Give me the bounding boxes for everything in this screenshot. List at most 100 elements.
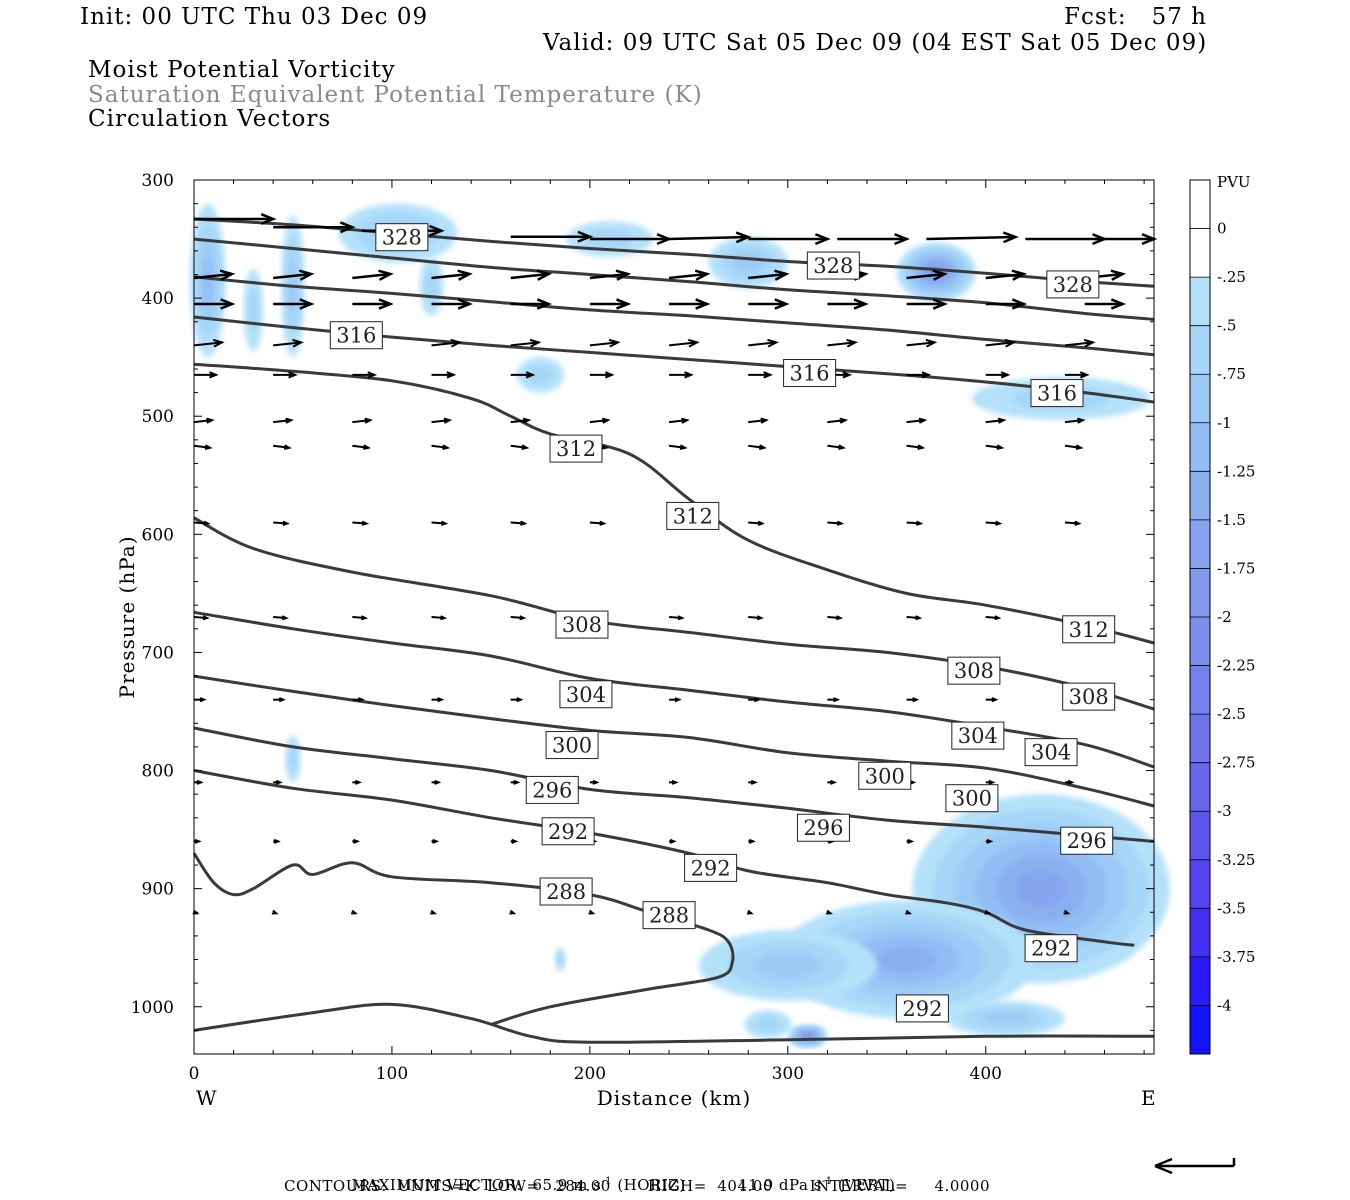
contour-label-text: 300 [865,764,905,788]
circulation-vector [669,371,694,379]
contour-label: 300 [858,761,912,790]
circulation-vector [273,838,281,844]
contour-label: 288 [642,901,696,930]
contour-label-text: 300 [552,734,592,758]
circulation-vector [1064,371,1090,379]
circulation-vector [748,520,765,526]
circulation-vector [431,417,453,424]
x-axis-east-label: E [1141,1086,1157,1110]
contour-label: 300 [945,784,999,813]
colorbar-level-label: -1.75 [1217,559,1255,577]
circulation-vector [194,371,219,379]
theta-contour-296 [193,726,1155,843]
circulation-vector [273,298,315,310]
reference-vector [1154,1157,1236,1175]
circulation-vector [748,338,779,348]
circulation-vector [906,444,926,451]
contour-label: 288 [539,877,593,906]
circulation-vector [827,615,844,621]
contour-label: 316 [1030,379,1084,408]
circulation-vector [985,838,994,844]
contour-label: 292 [684,853,738,882]
colorbar-level-label: -4 [1217,996,1232,1014]
circulation-vector [748,697,761,703]
circulation-vector [510,520,528,526]
colorbar-title: PVU [1217,173,1251,191]
contour-label: 292 [541,817,595,846]
circulation-vector [589,779,600,785]
circulation-vector [748,233,831,246]
circulation-vector [589,520,607,526]
contour-label-text: 288 [546,880,586,904]
x-tick-label: 400 [970,1064,1002,1084]
max-horiz-value: 65.9 m s [532,1176,602,1194]
circulation-vector [837,233,910,246]
contour-label: 292 [895,994,949,1023]
contour-info-line: CONTOURS: UNITS=K LOW= 284.00 HIGH= 404.… [284,1177,990,1195]
contour-label-text: 292 [902,997,942,1021]
circulation-vector [193,269,236,281]
circulation-vector [985,779,996,785]
theta-contour-312 [193,362,1155,645]
contour-label-text: 296 [532,778,572,802]
circulation-vector [748,298,790,310]
contour-label-text: 300 [952,787,992,811]
circulation-vector [985,417,1007,424]
circulation-vector [193,615,210,621]
max-horiz-exponent: -1 [601,1176,613,1187]
contour-label-text: 304 [566,683,606,707]
circulation-vector [352,779,363,785]
colorbar-swatch [1190,714,1210,764]
circulation-vector [273,697,286,703]
pv-shade-level [288,745,298,772]
circulation-vector [669,298,711,310]
circulation-vector [431,838,440,844]
colorbar-level-label: -3.25 [1217,851,1255,869]
circulation-vector [985,269,1028,281]
colorbar-swatch [1190,665,1210,715]
colorbar-swatch [1190,228,1210,278]
circulation-vector [352,298,394,310]
colorbar-swatch [1190,519,1210,569]
theta-contour-284 [193,1002,1155,1044]
circulation-vector [827,520,845,526]
contour-label: 312 [1062,615,1116,644]
contour-label-text: 328 [382,226,422,250]
x-tick-label: 100 [376,1064,408,1084]
colorbar-swatch [1190,471,1210,521]
circulation-vector [510,417,532,424]
contour-label: 292 [1024,934,1078,963]
contour-label-text: 312 [1069,618,1109,642]
circulation-vector [985,697,999,703]
circulation-vector [668,269,711,281]
circulation-vector [826,909,833,915]
x-tick-label: 0 [189,1064,200,1084]
circulation-vector [669,231,752,244]
circulation-vector [906,298,948,310]
circulation-vector [985,371,1011,379]
circulation-vector [669,697,682,703]
pv-shade-level [754,952,822,979]
contour-label-text: 292 [548,820,588,844]
circulation-vector [906,838,915,844]
y-axis-label: Pressure (hPa) [115,536,139,699]
circulation-vector [352,615,369,621]
contour-label: 296 [1060,826,1114,855]
colorbar-level-label: 0 [1217,220,1227,238]
pv-region [243,268,264,352]
contour-label: 304 [559,680,613,709]
contour-label: 328 [375,223,429,252]
colorbar-level-label: -2.5 [1217,705,1246,723]
contour-label-text: 316 [790,362,830,386]
pv-region [285,735,301,783]
circulation-vector [906,338,938,348]
contour-label-text: 308 [562,613,602,637]
forecast-hour: Fcst: 57 h [1064,4,1207,30]
circulation-vector [431,298,473,310]
contour-label: 316 [329,321,383,350]
contour-label-text: 316 [1037,382,1077,406]
field-title-pv: Moist Potential Vorticity [88,57,396,83]
circulation-vector [431,269,473,281]
contour-label: 312 [666,501,720,530]
circulation-vector [827,298,869,310]
